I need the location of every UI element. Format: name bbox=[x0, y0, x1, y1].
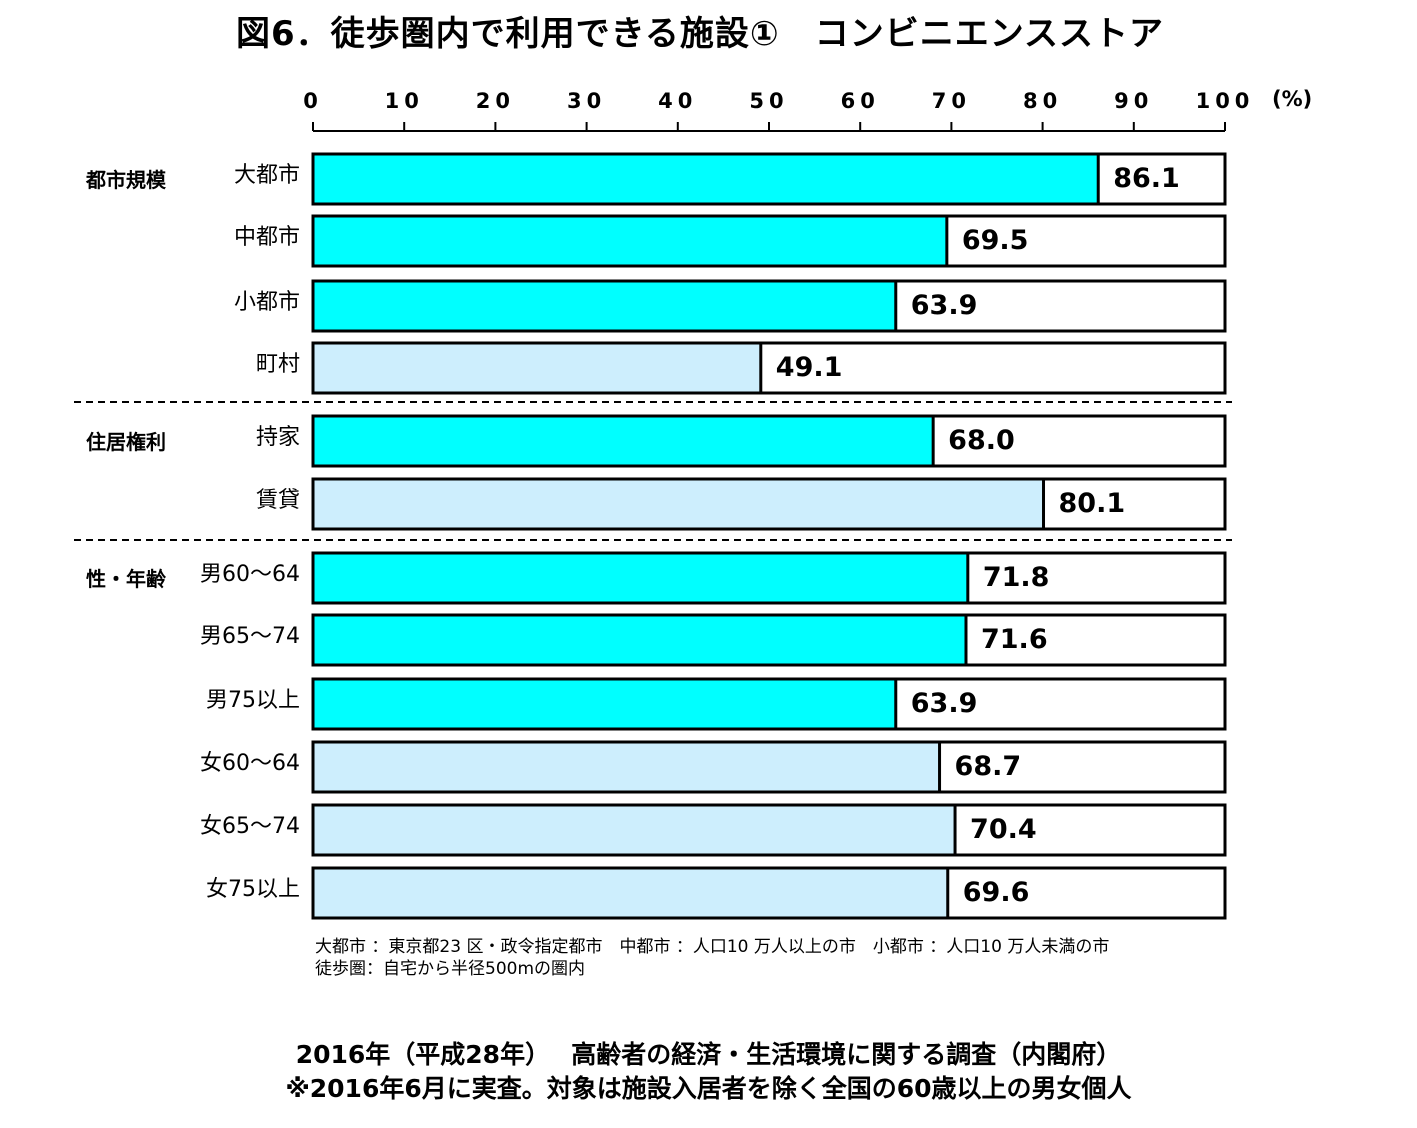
bar-value-label: 49.1 bbox=[776, 352, 843, 383]
bar-value-label: 69.6 bbox=[963, 877, 1030, 908]
category-label: 持家 bbox=[256, 425, 300, 450]
bar-value-label: 71.8 bbox=[983, 562, 1050, 593]
bar bbox=[311, 214, 949, 268]
x-tick-label: 70 bbox=[932, 89, 971, 113]
x-tick-label: 50 bbox=[749, 89, 788, 113]
category-label: 女65～74 bbox=[200, 814, 300, 839]
category-label: 大都市 bbox=[234, 163, 300, 188]
bar bbox=[311, 152, 1100, 206]
bar bbox=[311, 803, 957, 857]
x-tick-label: 20 bbox=[476, 89, 515, 113]
x-axis-unit: (%) bbox=[1272, 87, 1312, 111]
x-tick-label: 80 bbox=[1023, 89, 1062, 113]
x-tick-label: 0 bbox=[303, 89, 323, 113]
bar bbox=[311, 477, 1046, 531]
category-label: 小都市 bbox=[234, 290, 300, 315]
category-label: 男60～64 bbox=[200, 562, 300, 587]
x-tick-label: 40 bbox=[658, 89, 697, 113]
group-label: 都市規模 bbox=[85, 168, 167, 192]
note-line-city-definitions: 大都市 ：東京都23 区・政令指定都市 中都市 ：人口10 万人以上の市 小都市… bbox=[315, 937, 1110, 957]
category-label: 男65～74 bbox=[200, 624, 300, 649]
definition-notes: 大都市 ：東京都23 区・政令指定都市 中都市 ：人口10 万人以上の市 小都市… bbox=[315, 936, 1109, 980]
x-tick-label: 60 bbox=[841, 89, 880, 113]
category-label: 女60～64 bbox=[200, 751, 300, 776]
category-label: 女75以上 bbox=[206, 877, 300, 902]
category-label: 男75以上 bbox=[206, 688, 300, 713]
x-tick-label: 30 bbox=[567, 89, 606, 113]
bar bbox=[311, 613, 968, 667]
bar-value-label: 63.9 bbox=[911, 688, 978, 719]
bar-value-label: 80.1 bbox=[1059, 488, 1126, 519]
bar-value-label: 70.4 bbox=[970, 814, 1037, 845]
group-label: 住居権利 bbox=[86, 430, 166, 454]
bar bbox=[311, 866, 950, 920]
bar bbox=[311, 279, 898, 333]
source-notes: 2016年（平成28年） 高齢者の経済・生活環境に関する調査（内閣府） ※201… bbox=[0, 1038, 1417, 1106]
note-line-walking-distance: 徒歩圏：自宅から半径500mの圏内 bbox=[315, 959, 586, 979]
bar bbox=[311, 551, 970, 605]
category-label: 町村 bbox=[256, 352, 300, 377]
bar bbox=[311, 677, 898, 731]
bar-value-label: 68.7 bbox=[955, 751, 1022, 782]
bar-value-label: 63.9 bbox=[911, 290, 978, 321]
bar-value-label: 86.1 bbox=[1113, 163, 1180, 194]
source-line-survey: 2016年（平成28年） 高齢者の経済・生活環境に関する調査（内閣府） bbox=[295, 1040, 1122, 1069]
category-label: 中都市 bbox=[234, 225, 300, 250]
bar-value-label: 69.5 bbox=[962, 225, 1029, 256]
bar-value-label: 68.0 bbox=[948, 425, 1015, 456]
category-label: 賃貸 bbox=[256, 488, 300, 513]
source-line-survey-details: ※2016年6月に実査。対象は施設入居者を除く全国の60歳以上の男女個人 bbox=[285, 1074, 1132, 1103]
bar-value-label: 71.6 bbox=[981, 624, 1048, 655]
bar bbox=[311, 740, 942, 794]
x-tick-label: 100 bbox=[1196, 89, 1255, 113]
group-label: 性・年齢 bbox=[86, 567, 167, 591]
bar bbox=[311, 414, 935, 468]
x-tick-label: 10 bbox=[385, 89, 424, 113]
chart-title: 図6．徒歩圏内で利用できる施設① コンビニエンスストア bbox=[235, 14, 1165, 54]
bar bbox=[311, 341, 763, 395]
x-tick-label: 90 bbox=[1114, 89, 1153, 113]
